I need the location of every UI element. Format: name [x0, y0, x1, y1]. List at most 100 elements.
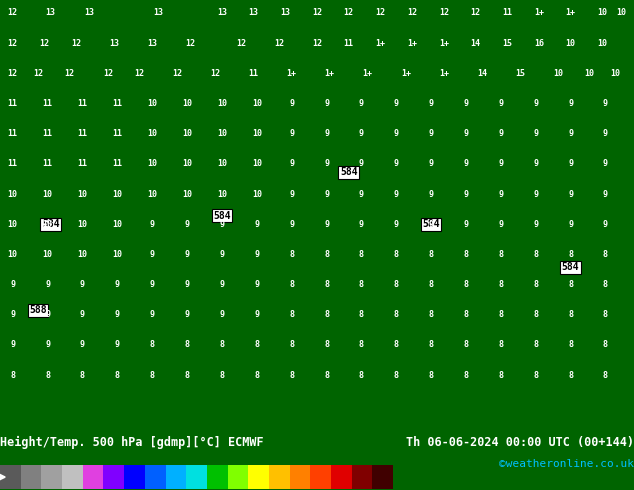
Text: 8: 8	[498, 310, 503, 319]
Text: 11: 11	[42, 99, 53, 108]
Text: 15: 15	[502, 39, 512, 48]
Text: 584: 584	[42, 219, 60, 229]
Text: 9: 9	[463, 129, 469, 138]
Text: 9: 9	[289, 99, 294, 108]
Text: 13: 13	[217, 8, 227, 18]
Text: 9: 9	[498, 129, 503, 138]
Text: 9: 9	[45, 341, 50, 349]
Text: 9: 9	[324, 129, 329, 138]
Text: 11: 11	[344, 39, 354, 48]
Text: 9: 9	[324, 159, 329, 169]
Text: 9: 9	[359, 190, 364, 198]
Text: 9: 9	[219, 250, 224, 259]
Text: 9: 9	[150, 220, 155, 229]
Text: 11: 11	[42, 129, 53, 138]
Text: 12: 12	[274, 39, 284, 48]
FancyBboxPatch shape	[145, 466, 165, 489]
Text: 8: 8	[533, 370, 538, 380]
Text: 12: 12	[65, 69, 75, 78]
Text: 9: 9	[463, 220, 469, 229]
FancyBboxPatch shape	[41, 466, 62, 489]
Text: 9: 9	[568, 159, 573, 169]
Text: 8: 8	[463, 341, 469, 349]
Text: 1+: 1+	[287, 69, 297, 78]
Text: 9: 9	[394, 190, 399, 198]
Text: 9: 9	[394, 220, 399, 229]
Text: 9: 9	[45, 310, 50, 319]
Text: 8: 8	[324, 250, 329, 259]
Text: 10: 10	[597, 39, 607, 48]
Text: 11: 11	[502, 8, 512, 18]
Text: 9: 9	[324, 220, 329, 229]
Text: 10: 10	[182, 129, 192, 138]
Text: 10: 10	[147, 99, 157, 108]
FancyBboxPatch shape	[83, 466, 103, 489]
Text: 12: 12	[71, 39, 81, 48]
FancyBboxPatch shape	[103, 466, 124, 489]
Text: 9: 9	[289, 220, 294, 229]
Text: 8: 8	[429, 250, 434, 259]
FancyBboxPatch shape	[0, 466, 21, 489]
Text: 8: 8	[429, 341, 434, 349]
Text: 8: 8	[184, 341, 190, 349]
Text: 8: 8	[463, 250, 469, 259]
Text: 9: 9	[45, 280, 50, 289]
Text: 10: 10	[182, 99, 192, 108]
Text: 9: 9	[533, 99, 538, 108]
Text: 13: 13	[84, 8, 94, 18]
Text: 14: 14	[470, 39, 481, 48]
Text: 10: 10	[182, 190, 192, 198]
Text: 9: 9	[463, 159, 469, 169]
Text: 8: 8	[254, 370, 259, 380]
Text: 8: 8	[45, 370, 50, 380]
Text: 10: 10	[147, 129, 157, 138]
Text: 9: 9	[463, 190, 469, 198]
Text: 8: 8	[568, 250, 573, 259]
Text: 12: 12	[470, 8, 481, 18]
Text: 12: 12	[344, 8, 354, 18]
Text: 9: 9	[219, 280, 224, 289]
Text: 8: 8	[219, 341, 224, 349]
Text: 10: 10	[252, 190, 262, 198]
Text: 8: 8	[533, 310, 538, 319]
Text: 1+: 1+	[439, 39, 449, 48]
Text: 11: 11	[77, 159, 87, 169]
Text: 8: 8	[359, 250, 364, 259]
Text: 9: 9	[498, 220, 503, 229]
Text: 8: 8	[80, 370, 85, 380]
Text: 12: 12	[407, 8, 417, 18]
Text: 8: 8	[150, 370, 155, 380]
Text: 8: 8	[394, 370, 399, 380]
Text: 9: 9	[254, 310, 259, 319]
Text: 9: 9	[289, 129, 294, 138]
Text: 8: 8	[359, 310, 364, 319]
Text: 8: 8	[394, 250, 399, 259]
Text: 16: 16	[534, 39, 544, 48]
Text: 9: 9	[603, 220, 608, 229]
Text: 8: 8	[394, 310, 399, 319]
Text: 9: 9	[289, 159, 294, 169]
Text: 13: 13	[46, 8, 56, 18]
Text: 13: 13	[147, 39, 157, 48]
Text: 12: 12	[210, 69, 221, 78]
Text: 9: 9	[184, 250, 190, 259]
Text: 13: 13	[249, 8, 259, 18]
Text: 8: 8	[324, 370, 329, 380]
Text: 9: 9	[498, 190, 503, 198]
Text: 11: 11	[112, 99, 122, 108]
Text: 9: 9	[429, 159, 434, 169]
FancyBboxPatch shape	[372, 466, 393, 489]
Text: 10: 10	[112, 250, 122, 259]
Text: 11: 11	[42, 159, 53, 169]
Text: 10: 10	[217, 159, 227, 169]
Text: 9: 9	[10, 341, 15, 349]
Text: 8: 8	[219, 370, 224, 380]
Text: 9: 9	[498, 99, 503, 108]
Text: 9: 9	[115, 280, 120, 289]
Text: 8: 8	[184, 370, 190, 380]
Text: 9: 9	[429, 190, 434, 198]
Text: 8: 8	[533, 250, 538, 259]
Text: 10: 10	[566, 39, 576, 48]
Text: ©weatheronline.co.uk: ©weatheronline.co.uk	[499, 459, 634, 468]
Text: 11: 11	[112, 159, 122, 169]
